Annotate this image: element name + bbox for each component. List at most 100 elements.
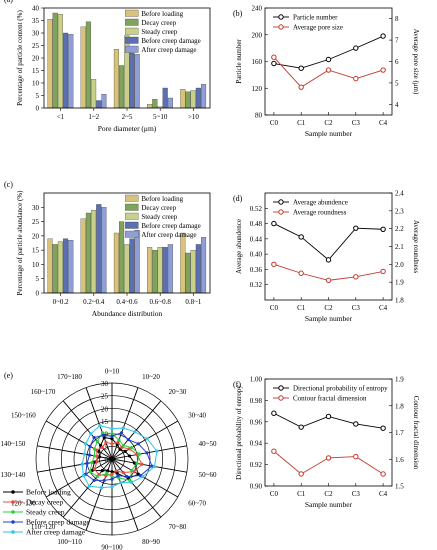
panel-e-data-point [129,480,134,484]
panel-e-angle-label: 80~90 [142,538,160,546]
panel-f-ytick-label: 0.98 [250,397,263,405]
panel-c-bar [124,244,130,294]
panel-f-data-point [380,425,386,431]
panel-d-data-point [325,277,332,284]
panel-e-spoke [45,458,113,498]
panel-a-bar [152,99,158,109]
panel-a-ylabel: Percentage of particle content (%) [16,10,24,106]
panel-a-legend-swatch [125,18,139,26]
panel-b-data-point [298,84,304,90]
panel-d-y2tick-label: 2.0 [395,261,404,269]
panel-d-data-point [380,268,386,275]
panel-c-ytick-label: 20 [32,232,40,240]
panel-a-bar [47,19,53,109]
panel-e-data-point [92,478,96,482]
panel-e-data-point [137,452,142,456]
panel-f-y2tick-label: 1.8 [395,402,404,410]
panel-c-xlabel: Abundance distribution [92,309,163,318]
panel-e-data-point [125,474,129,479]
panel-d-xlabel: Sample number [305,314,353,323]
panel-c-ylabel: Percentage of particle abundance (%) [16,190,24,296]
panel-d-data-point [271,220,277,227]
panel-e-data-point [110,485,114,489]
panel-d-y2tick-label: 2.1 [395,243,404,251]
panel-c-bar [113,232,119,294]
panel-e-data-point [95,474,99,479]
panel-f-ytick-label: 0.94 [250,440,263,448]
panel-b-frame [264,7,393,116]
panel-e-data-point [119,481,123,485]
panel-e-angle-label: 70~80 [169,523,187,531]
panel-c-bar [134,229,140,294]
panel-e-data-point [110,477,114,481]
panel-e-spoke [111,387,139,460]
panel-c-bar [162,247,168,294]
panel-c-ytick-label: 0 [36,290,40,298]
panel-a-bar [85,21,91,109]
panel-e-spoke [62,400,113,460]
panel-a-xtick-label: 1~2 [88,113,99,121]
panel-d-xtick-label: C1 [297,304,306,312]
panel-d-data-point [298,270,304,276]
panel-c-bar [101,207,107,294]
panel-c-ytick-label: 10 [32,261,40,269]
panel-e-spoke [45,420,113,460]
panel-e-spoke [111,458,179,498]
panel-e-data-point [132,461,137,465]
panel-d-legend-label: Average abundence [293,199,348,207]
panel-a-bar [119,65,125,109]
panel-f-xtick-label: C1 [297,490,306,498]
panel-f-y2tick-label: 1.9 [395,376,404,384]
panel-e-data-point [121,470,125,475]
panel-b-data-point [271,60,277,67]
panel-e-data-point [110,442,114,446]
panel-c-bar [57,241,63,294]
panel-e-legend-marker [11,510,15,514]
panel-f-xtick-label: C3 [352,490,361,498]
panel-e-data-point [135,453,139,457]
panel-c-bar [185,252,191,294]
panel-e-spoke [37,458,113,473]
panel-e-data-point [82,452,87,456]
panel-e-data-point [127,454,132,458]
panel-f-data-point [353,453,359,460]
panel-b-series-line [273,35,384,69]
panel-c-bar [167,244,173,294]
panel-e-radius-label: 15 [101,418,109,426]
panel-e-data-point [110,472,114,476]
panel-e-data-point [102,478,106,483]
panel-f-frame [264,378,393,487]
panel-e-legend-label: Steady creep [26,508,65,517]
panel-e-angle-label: 30~40 [188,412,206,420]
panel-c-legend-label: Before creep damage [141,222,200,230]
panel-f-data-point [271,448,277,454]
panel-e-data-point [87,453,92,457]
panel-c-legend-swatch [125,221,139,229]
panel-c-legend-label: Decay creep [141,204,176,212]
panel-b-ytick-label: 80 [255,112,263,120]
panel-e-spoke [111,458,162,518]
panel-b-xtick-label: C1 [297,119,306,127]
panel-c-xtick-label: 0.2~0.4 [83,298,105,306]
panel-c-bar [180,232,186,294]
panel-e-data-point [105,471,109,475]
panel-d-y2tick-label: 1.8 [395,297,404,305]
panel-e-data-point [110,432,114,436]
panel-e-radius-label: 20 [101,405,109,413]
panel-e-panel-label: (e) [4,371,13,380]
panel-f-ytick-label: 1.00 [250,376,263,384]
panel-e-data-point [152,464,157,469]
panel-e-data-point [121,443,125,448]
panel-f-data-point [380,471,386,477]
panel-d-data-point [271,261,277,268]
panel-a-bar [68,34,74,109]
panel-e-data-point [89,432,93,436]
panel-e-data-point [123,449,127,453]
panel-e-data-point [92,467,97,471]
panel-a-bar [91,79,97,109]
panel-e-data-point [145,437,149,441]
panel-e-spoke [111,445,187,460]
panel-e-angle-label: 60~70 [188,500,206,508]
panel-e-angle-label: 120~130 [11,500,36,508]
panel-e-data-point [80,462,84,466]
